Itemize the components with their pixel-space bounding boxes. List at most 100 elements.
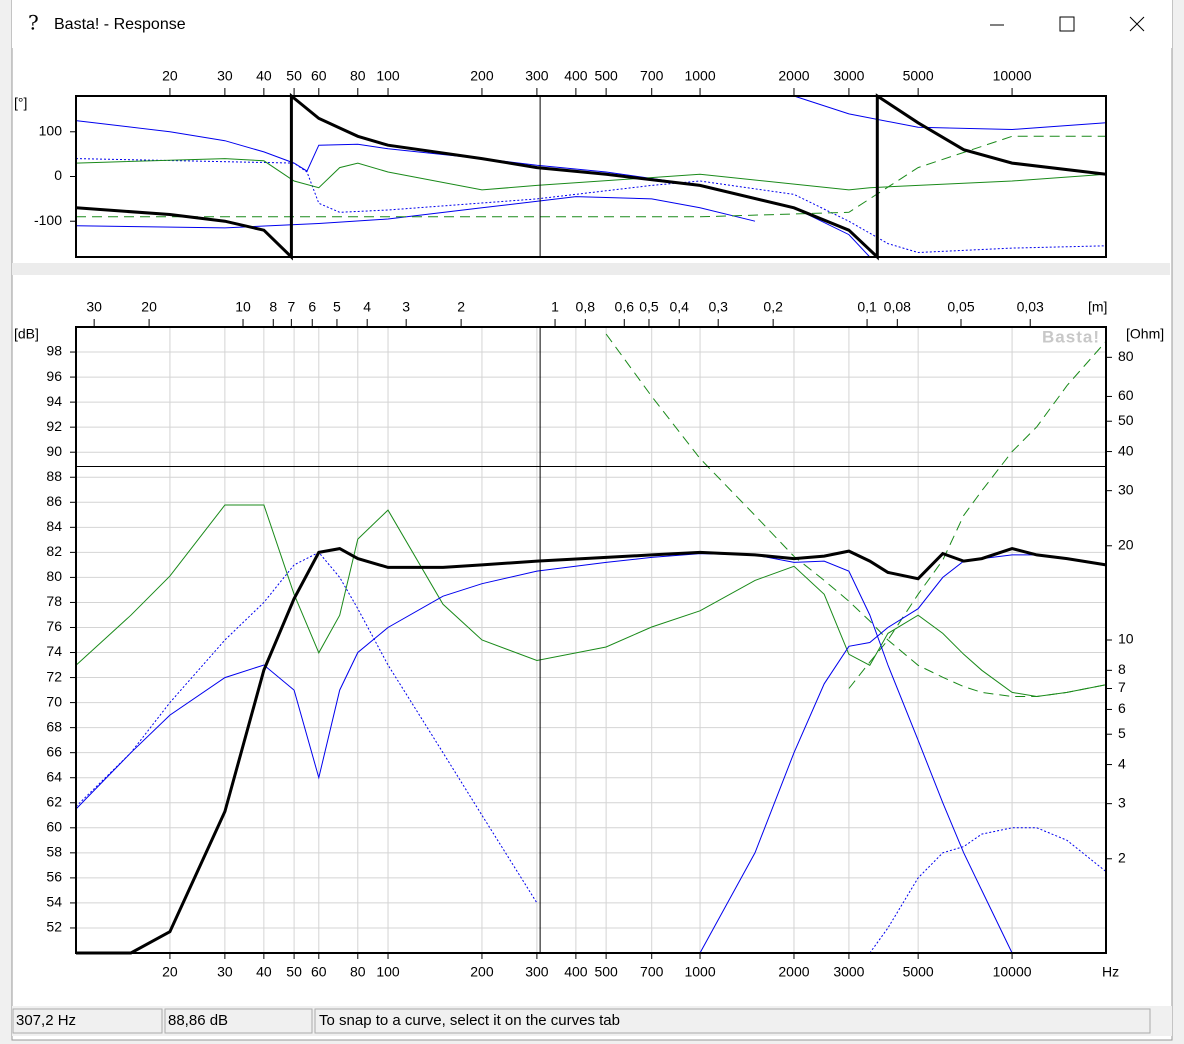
x-tick-label: 30 bbox=[217, 964, 233, 980]
y2-tick-label: 2 bbox=[1118, 849, 1126, 865]
y2-tick-label: 10 bbox=[1118, 631, 1134, 647]
y-tick-label: 66 bbox=[46, 743, 62, 759]
y2-tick-label: 4 bbox=[1118, 755, 1126, 771]
y-tick-label: 88 bbox=[46, 468, 62, 484]
y-tick-label: 100 bbox=[39, 122, 63, 138]
curve bbox=[75, 196, 756, 229]
x-tick-label: 700 bbox=[640, 68, 664, 84]
y-tick-label: 68 bbox=[46, 718, 62, 734]
x2-tick-label: 0,5 bbox=[639, 299, 659, 315]
y-tick-label: 90 bbox=[46, 443, 62, 459]
y-tick-label: 84 bbox=[46, 518, 62, 534]
x-tick-label: 2000 bbox=[778, 68, 809, 84]
x2-tick-label: 0,08 bbox=[884, 299, 911, 315]
status-hint: To snap to a curve, select it on the cur… bbox=[319, 1012, 620, 1029]
y2-tick-label: 5 bbox=[1118, 725, 1126, 741]
y-tick-label: 64 bbox=[46, 768, 62, 784]
curve bbox=[75, 92, 1107, 261]
x2-tick-label: 2 bbox=[457, 299, 465, 315]
app-icon: ? bbox=[28, 11, 39, 35]
y2-tick-label: 50 bbox=[1118, 412, 1134, 428]
x-tick-label: 3000 bbox=[833, 68, 864, 84]
status-cell bbox=[314, 1008, 1151, 1034]
x2-tick-label: 0,2 bbox=[763, 299, 783, 315]
x2-tick-label: 30 bbox=[86, 299, 102, 315]
y2-tick-label: 6 bbox=[1118, 700, 1126, 716]
x-tick-label: 1000 bbox=[684, 964, 715, 980]
x-tick-label: 60 bbox=[311, 964, 327, 980]
y-tick-label: 72 bbox=[46, 668, 62, 684]
y2-tick-label: 8 bbox=[1118, 661, 1126, 677]
x-tick-label: 40 bbox=[256, 964, 272, 980]
curve bbox=[869, 827, 1107, 954]
x-tick-label: 3000 bbox=[833, 964, 864, 980]
x-tick-label: 60 bbox=[311, 68, 327, 84]
x-tick-label: 200 bbox=[470, 68, 494, 84]
status-cell bbox=[12, 1008, 163, 1034]
y-label: [°] bbox=[14, 95, 27, 111]
y2-label: [Ohm] bbox=[1126, 326, 1164, 342]
x-unit: Hz bbox=[1102, 964, 1119, 980]
y-tick-label: 76 bbox=[46, 618, 62, 634]
x-tick-label: 5000 bbox=[903, 964, 934, 980]
curve bbox=[75, 158, 1107, 191]
y-tick-label: 86 bbox=[46, 493, 62, 509]
splitter[interactable] bbox=[12, 263, 1170, 275]
x-tick-label: 30 bbox=[217, 68, 233, 84]
curve bbox=[76, 135, 1106, 218]
x2-tick-label: 0,1 bbox=[857, 299, 877, 315]
window-title: Basta! - Response bbox=[54, 16, 186, 33]
curve bbox=[605, 333, 1107, 697]
x-tick-label: 100 bbox=[376, 964, 400, 980]
x-tick-label: 10000 bbox=[993, 964, 1032, 980]
y2-tick-label: 60 bbox=[1118, 387, 1134, 403]
y2-tick-label: 7 bbox=[1118, 679, 1126, 695]
y-tick-label: 80 bbox=[46, 568, 62, 584]
x2-tick-label: 0,3 bbox=[708, 299, 728, 315]
x2-tick-label: 3 bbox=[402, 299, 410, 315]
y2-tick-label: 40 bbox=[1118, 442, 1134, 458]
x2-tick-label: 5 bbox=[333, 299, 341, 315]
maximize-button[interactable] bbox=[1059, 16, 1075, 32]
x2-tick-label: 4 bbox=[363, 299, 371, 315]
x-tick-label: 200 bbox=[470, 964, 494, 980]
y-tick-label: 92 bbox=[46, 418, 62, 434]
status-level: 88,86 dB bbox=[168, 1012, 228, 1029]
status-frequency: 307,2 Hz bbox=[16, 1012, 76, 1029]
x2-tick-label: 0,6 bbox=[615, 299, 635, 315]
plot-frame bbox=[75, 326, 1107, 954]
x-tick-label: 1000 bbox=[684, 68, 715, 84]
x-tick-label: 400 bbox=[564, 964, 588, 980]
x2-tick-label: 7 bbox=[287, 299, 295, 315]
x-tick-label: 100 bbox=[376, 68, 400, 84]
y-tick-label: 78 bbox=[46, 593, 62, 609]
curve bbox=[75, 553, 1013, 954]
y-tick-label: 70 bbox=[46, 693, 62, 709]
y-tick-label: 96 bbox=[46, 368, 62, 384]
plot-frame bbox=[75, 95, 1107, 258]
x2-tick-label: 20 bbox=[141, 299, 157, 315]
curve bbox=[699, 554, 1107, 954]
x2-tick-label: 6 bbox=[308, 299, 316, 315]
x-tick-label: 20 bbox=[162, 964, 178, 980]
y2-tick-label: 30 bbox=[1118, 481, 1134, 497]
status-bar bbox=[12, 1006, 1172, 1036]
y-tick-label: 94 bbox=[46, 393, 62, 409]
y-tick-label: 56 bbox=[46, 869, 62, 885]
curve bbox=[793, 95, 1107, 131]
close-button[interactable] bbox=[1129, 16, 1145, 32]
curve bbox=[75, 158, 1107, 254]
x-tick-label: 300 bbox=[525, 68, 549, 84]
window-frame bbox=[11, 0, 1173, 1041]
y-tick-label: 54 bbox=[46, 894, 62, 910]
y-label: [dB] bbox=[14, 326, 39, 342]
x-tick-label: 50 bbox=[286, 964, 302, 980]
curve bbox=[75, 504, 1107, 698]
x-tick-label: 80 bbox=[350, 68, 366, 84]
y2-tick-label: 80 bbox=[1118, 348, 1134, 364]
y-tick-label: -100 bbox=[34, 212, 62, 228]
x2-tick-label: 1 bbox=[551, 299, 559, 315]
x2-label: [m] bbox=[1088, 299, 1107, 315]
y2-tick-label: 3 bbox=[1118, 794, 1126, 810]
